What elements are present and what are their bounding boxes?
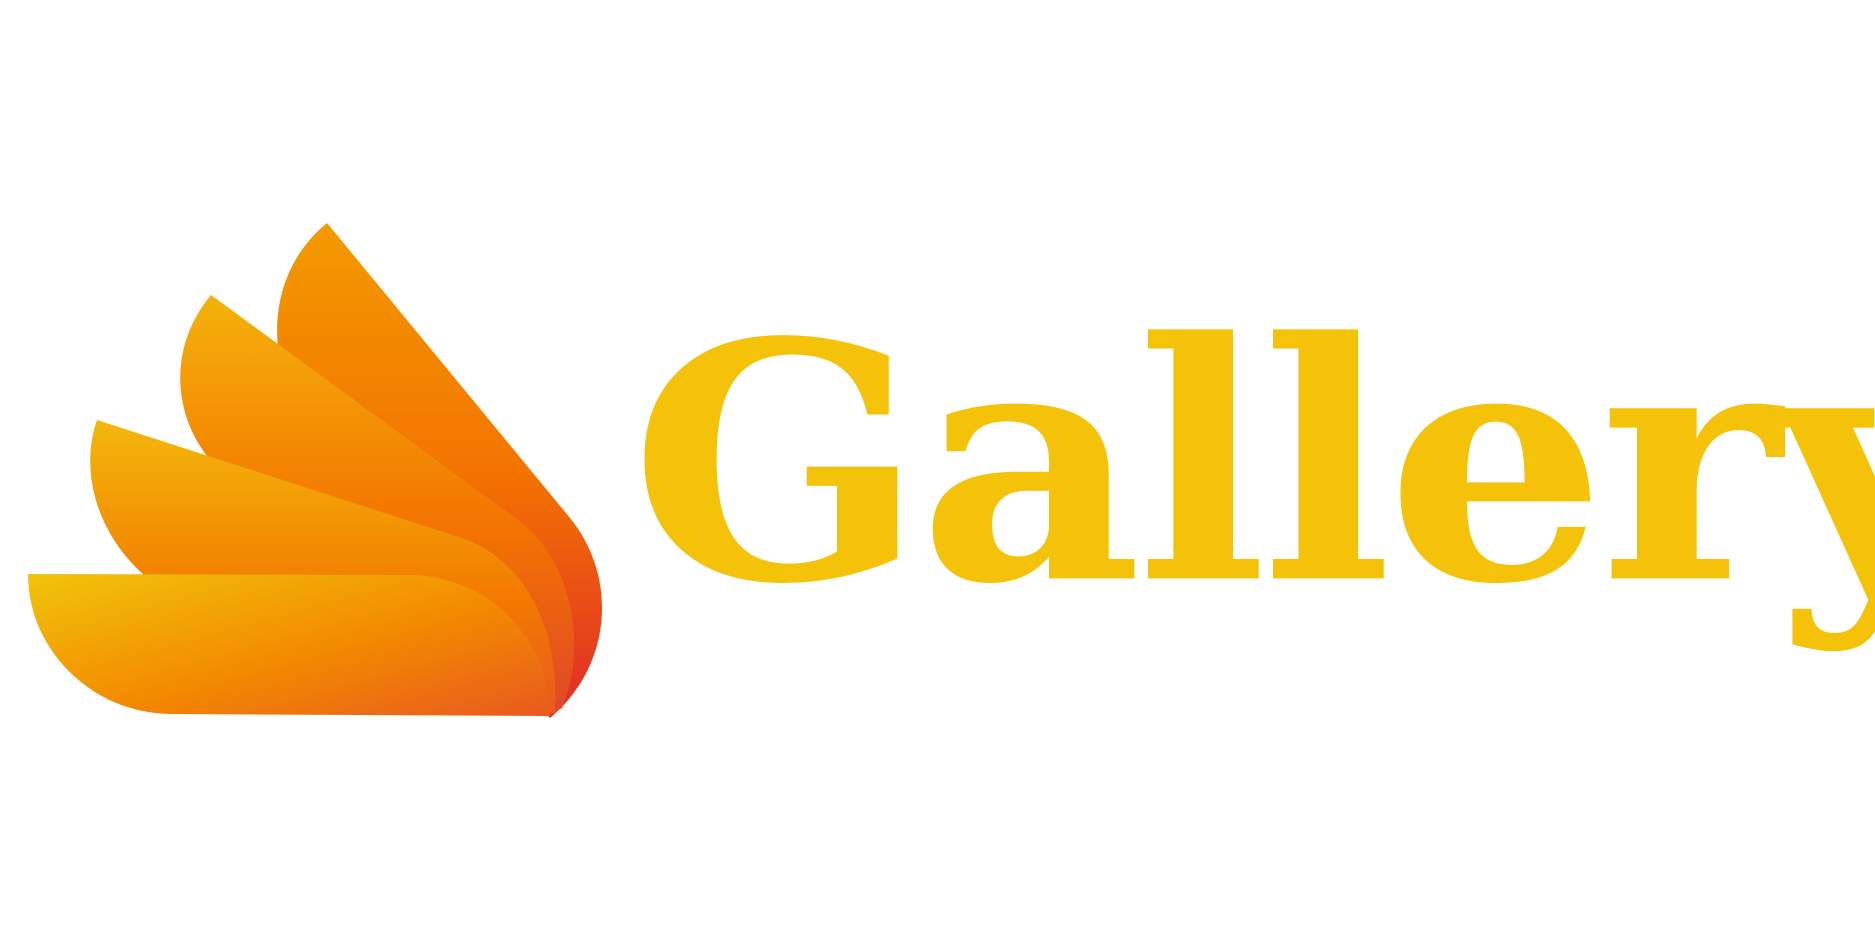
fan-petals-icon [28,223,603,718]
gallery-wordmark: Gallery [630,271,1875,657]
petal-front [28,574,550,716]
